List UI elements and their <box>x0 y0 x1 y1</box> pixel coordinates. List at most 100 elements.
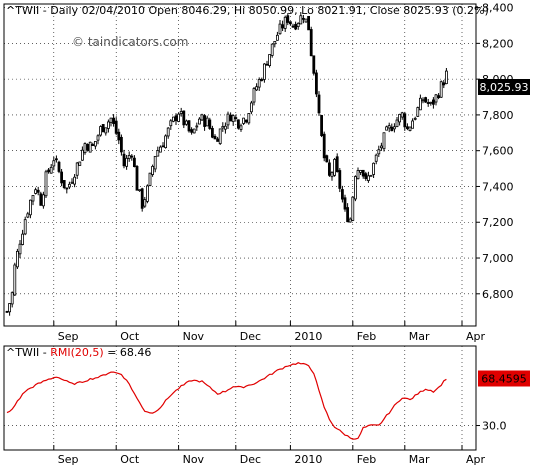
rmi-x-tick-label: Sep <box>58 453 79 466</box>
candle <box>23 216 27 236</box>
candle <box>379 142 383 151</box>
candle-body <box>325 155 329 163</box>
candle <box>421 97 425 104</box>
candle-body <box>270 43 274 56</box>
candle-body <box>184 120 188 125</box>
candle <box>153 155 157 173</box>
candle-body <box>205 117 209 127</box>
candle <box>70 178 74 184</box>
candle <box>317 91 321 116</box>
candle <box>343 194 347 212</box>
rmi-label: ^TWII - RMI(20,5) = 68.46 <box>6 346 151 359</box>
candle <box>403 111 407 131</box>
candle-body <box>174 115 178 122</box>
candle <box>340 185 344 203</box>
candle <box>270 43 274 58</box>
candle <box>83 142 87 155</box>
candle-body <box>291 25 295 28</box>
candle <box>364 171 368 181</box>
candle <box>322 131 326 162</box>
candle <box>314 69 318 98</box>
candle <box>382 132 386 152</box>
candle-body <box>39 193 43 206</box>
candle-body <box>120 136 123 153</box>
candle-body <box>335 156 339 173</box>
candle <box>288 21 292 26</box>
candle-body <box>99 126 102 136</box>
candle-body <box>431 99 435 105</box>
candle <box>132 155 136 168</box>
candle-body <box>49 166 53 174</box>
price-grid <box>4 4 476 326</box>
rmi-x-axis: Sep Oct Nov Dec 2010 Feb Mar Apr <box>53 445 486 466</box>
candle-body <box>244 119 248 123</box>
candle-body <box>442 82 446 86</box>
candle-body <box>218 128 222 144</box>
candle-body <box>101 124 105 133</box>
candle <box>57 160 61 174</box>
candle <box>156 146 160 157</box>
candle <box>39 191 43 206</box>
candle <box>444 67 448 85</box>
candle <box>395 117 399 128</box>
candle-body <box>192 128 196 134</box>
candle-body <box>86 143 89 151</box>
candle-body <box>171 116 175 122</box>
candle <box>255 83 259 92</box>
candle <box>15 248 19 270</box>
price-y-tick-label: 7,000 <box>482 252 514 265</box>
candle-body <box>327 162 331 176</box>
candle <box>36 186 40 196</box>
candle-body <box>208 119 212 129</box>
price-x-tick-label: Apr <box>466 330 486 343</box>
candle-body <box>369 174 373 177</box>
candle-body <box>343 197 347 210</box>
rmi-line <box>6 362 447 440</box>
candle-body <box>400 112 404 118</box>
candle-body <box>42 194 45 207</box>
candle <box>166 127 170 139</box>
candle-body <box>18 243 22 255</box>
candle <box>268 54 272 68</box>
candle <box>356 167 360 180</box>
candle <box>229 112 233 122</box>
candle <box>130 154 134 161</box>
candle <box>234 114 238 122</box>
candle <box>88 141 92 153</box>
candle-body <box>346 207 350 223</box>
candle-body <box>247 113 251 124</box>
candle <box>140 187 144 212</box>
candle-body <box>307 15 311 31</box>
candle <box>135 165 139 191</box>
candle-body <box>338 170 342 189</box>
candle-body <box>153 155 157 170</box>
candle <box>359 169 363 176</box>
price-panel-frame <box>3 3 477 327</box>
candle <box>49 164 53 174</box>
candle-body <box>301 17 305 20</box>
candle-body <box>28 199 32 216</box>
rmi-x-tick-label: Feb <box>357 453 376 466</box>
candle <box>431 97 435 109</box>
candle-body <box>236 119 240 129</box>
candle <box>226 111 230 129</box>
candle-body <box>322 133 326 159</box>
candle <box>174 113 178 126</box>
candle-body <box>333 158 337 176</box>
candle <box>221 122 225 132</box>
candle-body <box>132 157 136 167</box>
candle-body <box>23 219 27 235</box>
candle <box>73 174 76 188</box>
rmi-x-tick-label: Nov <box>183 453 205 466</box>
candle-body <box>8 303 12 313</box>
candle <box>236 119 240 130</box>
candle-body <box>374 154 378 162</box>
candle-body <box>55 158 58 161</box>
candle-body <box>47 169 50 173</box>
candle <box>366 171 370 183</box>
candle-body <box>36 189 40 193</box>
rmi-panel-frame <box>3 345 477 451</box>
candle <box>247 113 251 125</box>
candle <box>244 119 248 124</box>
